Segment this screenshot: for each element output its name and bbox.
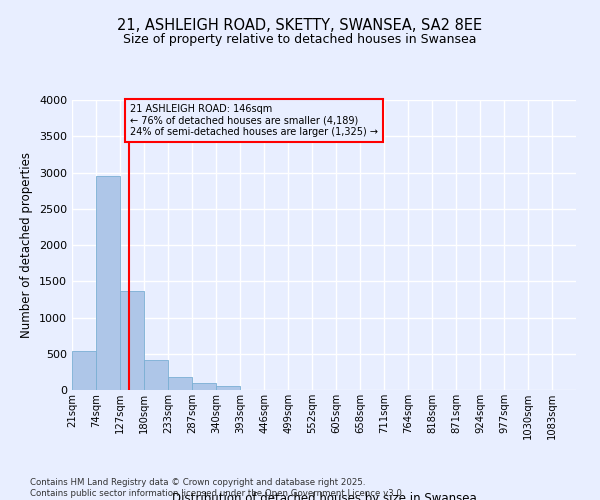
- Y-axis label: Number of detached properties: Number of detached properties: [20, 152, 34, 338]
- Text: 21, ASHLEIGH ROAD, SKETTY, SWANSEA, SA2 8EE: 21, ASHLEIGH ROAD, SKETTY, SWANSEA, SA2 …: [118, 18, 482, 32]
- Bar: [144, 360, 167, 390]
- Bar: [96, 176, 119, 390]
- Bar: [120, 292, 143, 390]
- Text: Size of property relative to detached houses in Swansea: Size of property relative to detached ho…: [123, 32, 477, 46]
- X-axis label: Distribution of detached houses by size in Swansea: Distribution of detached houses by size …: [172, 492, 476, 500]
- Text: Contains HM Land Registry data © Crown copyright and database right 2025.
Contai: Contains HM Land Registry data © Crown c…: [30, 478, 404, 498]
- Bar: [192, 383, 216, 390]
- Bar: [72, 351, 96, 390]
- Bar: [168, 378, 191, 390]
- Bar: [216, 386, 240, 390]
- Text: 21 ASHLEIGH ROAD: 146sqm
← 76% of detached houses are smaller (4,189)
24% of sem: 21 ASHLEIGH ROAD: 146sqm ← 76% of detach…: [130, 104, 379, 137]
